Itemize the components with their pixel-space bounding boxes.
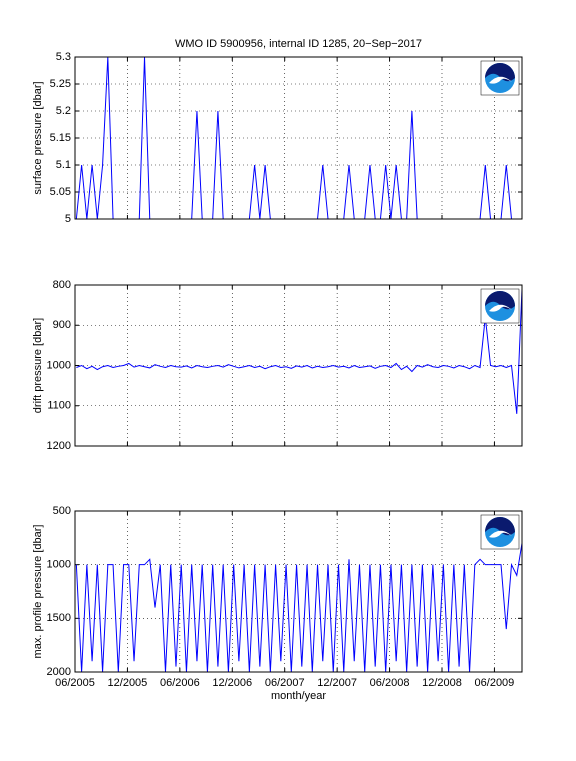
y-tick-label: 5.1: [56, 159, 71, 171]
y-axis-label: surface pressure [dbar]: [32, 81, 44, 194]
plot-area: [75, 285, 522, 446]
data-line: [75, 543, 522, 672]
y-tick-label: 2000: [47, 666, 71, 678]
x-tick-label: 06/2006: [160, 677, 200, 689]
x-tick-label: 12/2007: [317, 677, 357, 689]
y-tick-label: 900: [53, 319, 71, 331]
y-tick-label: 1100: [47, 400, 71, 412]
x-axis-label: month/year: [271, 690, 326, 702]
plot-frame: [74, 510, 523, 673]
y-tick-label: 1500: [47, 612, 71, 624]
y-axis-label: max. profile pressure [dbar]: [32, 525, 44, 659]
y-tick-label: 5.2: [56, 105, 71, 117]
x-tick-label: 12/2006: [212, 677, 252, 689]
x-tick-label: 06/2009: [475, 677, 515, 689]
y-tick-label: 800: [53, 279, 71, 291]
y-tick-label: 5.05: [50, 186, 71, 198]
x-tick-label: 06/2007: [265, 677, 305, 689]
data-line: [76, 288, 522, 414]
x-tick-label: 12/2008: [422, 677, 462, 689]
chart-title: WMO ID 5900956, internal ID 1285, 20−Sep…: [175, 38, 422, 50]
y-tick-label: 1200: [47, 440, 71, 452]
x-tick-label: 06/2005: [55, 677, 95, 689]
y-tick-label: 5.25: [50, 78, 71, 90]
x-tick-label: 12/2005: [108, 677, 148, 689]
y-tick-label: 5.15: [50, 132, 71, 144]
y-tick-label: 5: [65, 213, 71, 225]
y-tick-label: 5.3: [56, 51, 71, 63]
y-axis-label: drift pressure [dbar]: [32, 318, 44, 413]
y-tick-label: 1000: [47, 559, 71, 571]
y-tick-label: 1000: [47, 359, 71, 371]
noaa-logo: [480, 288, 520, 324]
noaa-logo: [480, 514, 520, 550]
noaa-logo: [480, 60, 520, 96]
y-tick-label: 500: [53, 505, 71, 517]
plot-frame: [74, 284, 523, 447]
plot-frame: [74, 56, 523, 220]
x-tick-label: 06/2008: [370, 677, 410, 689]
